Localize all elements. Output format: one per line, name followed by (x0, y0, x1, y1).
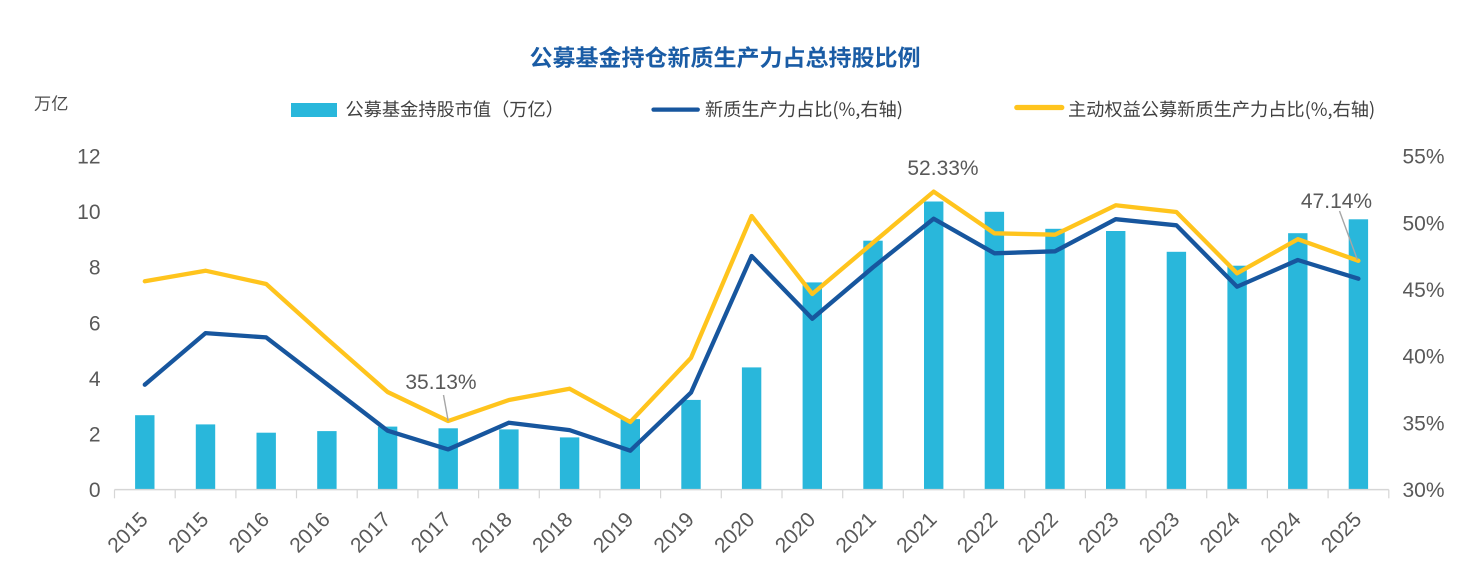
svg-text:52.33%: 52.33% (907, 157, 978, 180)
svg-text:35.13%: 35.13% (405, 371, 476, 394)
svg-text:12: 12 (77, 146, 100, 169)
svg-text:40%: 40% (1403, 346, 1445, 369)
svg-text:50%: 50% (1403, 212, 1445, 235)
svg-text:10: 10 (77, 201, 100, 224)
svg-text:0: 0 (89, 479, 101, 502)
svg-text:55%: 55% (1403, 146, 1445, 169)
svg-text:45%: 45% (1403, 279, 1445, 302)
svg-text:35%: 35% (1403, 412, 1445, 435)
svg-text:30%: 30% (1403, 479, 1445, 502)
svg-text:6: 6 (89, 312, 101, 335)
svg-text:2: 2 (89, 423, 101, 446)
svg-text:4: 4 (89, 368, 101, 391)
svg-text:47.14%: 47.14% (1301, 190, 1372, 213)
svg-text:8: 8 (89, 257, 101, 280)
